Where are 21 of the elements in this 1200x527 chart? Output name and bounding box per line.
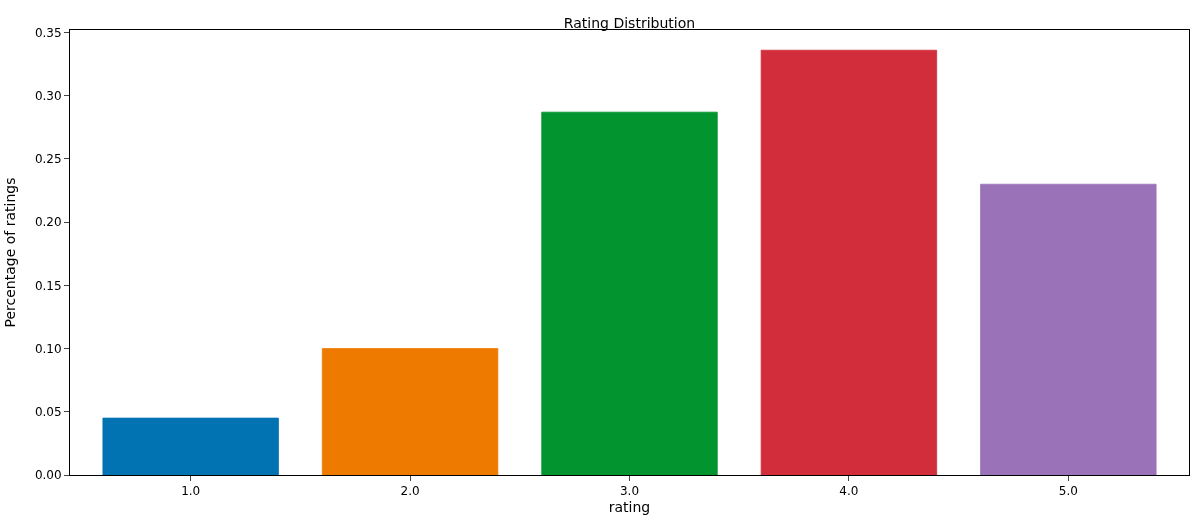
y-tick-label: 0.35: [34, 25, 62, 40]
chart-title: Rating Distribution: [563, 14, 696, 31]
x-tick-label: 2.0: [400, 484, 420, 499]
y-tick-label: 0.30: [34, 88, 62, 103]
y-tick-label: 0.00: [34, 468, 62, 483]
y-tick-label: 0.15: [34, 278, 62, 293]
x-tick-label: 1.0: [181, 484, 201, 499]
x-tick-label: 4.0: [839, 484, 859, 499]
x-tick-label: 3.0: [619, 484, 640, 499]
y-tick-label: 0.05: [34, 404, 62, 419]
x-axis-title: rating: [608, 498, 651, 515]
y-tick-label: 0.25: [34, 152, 62, 167]
y-axis-title: Percentage of ratings: [2, 177, 19, 328]
bar: [980, 183, 1157, 475]
y-tick-label: 0.10: [34, 341, 62, 356]
bar: [321, 348, 499, 475]
bar: [541, 111, 718, 475]
x-tick-label: 5.0: [1058, 484, 1078, 499]
bar: [102, 417, 279, 475]
bar: [760, 49, 938, 475]
y-tick-label: 0.20: [34, 215, 62, 230]
